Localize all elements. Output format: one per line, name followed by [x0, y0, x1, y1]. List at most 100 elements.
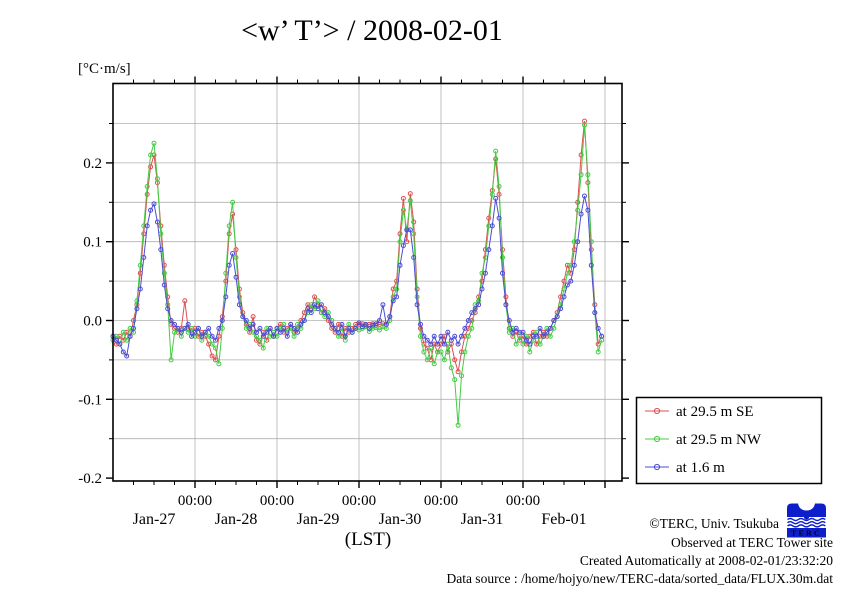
- y-tick-label: 0.1: [83, 235, 102, 251]
- data-point-marker: [206, 341, 212, 347]
- data-point-marker: [226, 223, 232, 229]
- series-line: [112, 195, 603, 358]
- data-point-marker: [394, 286, 400, 292]
- data-point-marker: [353, 325, 359, 331]
- data-point-marker: [301, 318, 307, 323]
- data-point-marker: [462, 333, 468, 339]
- data-point-marker: [435, 341, 441, 347]
- x-date-label: Jan-29: [297, 511, 340, 528]
- data-point-marker: [527, 341, 533, 347]
- data-point-marker: [578, 152, 584, 158]
- x-tick-label: 00:00: [506, 493, 540, 509]
- data-point-marker: [588, 262, 594, 268]
- data-point-marker: [459, 333, 464, 339]
- data-point-marker: [137, 286, 143, 292]
- footer-datasource: Data source : /home/hojyo/new/TERC-data/…: [446, 571, 833, 586]
- data-point-marker: [158, 247, 164, 253]
- data-point-marker: [414, 302, 420, 308]
- data-point-marker: [315, 306, 321, 312]
- data-point-marker: [445, 329, 451, 335]
- data-point-marker: [195, 325, 201, 331]
- data-point-marker: [127, 333, 133, 339]
- data-point-marker: [489, 223, 495, 229]
- data-point-marker: [428, 341, 434, 347]
- data-point-marker: [479, 270, 485, 276]
- data-point-marker: [250, 321, 256, 327]
- data-point-marker: [383, 321, 389, 327]
- data-point-marker: [513, 341, 519, 347]
- data-point-marker: [192, 329, 198, 335]
- data-point-marker: [264, 329, 270, 335]
- data-point-marker: [520, 329, 526, 335]
- data-point-marker: [144, 191, 150, 197]
- data-point-marker: [503, 302, 509, 308]
- data-point-marker: [394, 294, 400, 300]
- data-point-marker: [260, 333, 266, 339]
- data-point-marker: [520, 341, 526, 347]
- data-point-marker: [575, 239, 581, 245]
- data-point-marker: [493, 148, 499, 154]
- data-point-marker: [254, 329, 259, 335]
- data-point-marker: [506, 318, 512, 323]
- data-point-marker: [380, 302, 386, 308]
- data-point-marker: [209, 353, 215, 359]
- data-point-marker: [233, 274, 239, 280]
- chart-title: <w’ T’> / 2008-02-01: [241, 14, 503, 47]
- data-point-marker: [336, 329, 341, 335]
- data-point-marker: [189, 333, 195, 339]
- data-point-marker: [424, 337, 430, 343]
- data-point-marker: [213, 357, 218, 363]
- data-point-marker: [206, 325, 212, 331]
- data-point-marker: [230, 251, 236, 256]
- data-point-marker: [377, 327, 382, 333]
- data-point-marker: [411, 219, 417, 225]
- data-point-marker: [148, 164, 154, 170]
- series-blue-1-6m: [110, 193, 605, 359]
- data-point-marker: [438, 349, 444, 355]
- data-point-marker: [230, 199, 236, 205]
- data-point-marker: [243, 318, 249, 323]
- legend-entry-label: at 29.5 m NW: [676, 432, 762, 448]
- data-point-marker: [120, 349, 126, 355]
- data-point-marker: [452, 377, 458, 383]
- data-point-marker: [571, 239, 577, 245]
- data-point-marker: [397, 231, 403, 237]
- legend: at 29.5 m SE at 29.5 m NW at 1.6 m: [635, 396, 823, 485]
- data-point-marker: [397, 239, 403, 245]
- data-point-marker: [295, 329, 300, 335]
- data-point-marker: [144, 223, 150, 229]
- data-point-marker: [134, 306, 140, 312]
- data-point-marker: [257, 337, 263, 343]
- data-point-marker: [349, 329, 355, 335]
- data-point-marker: [411, 231, 417, 237]
- footer: ©TERC, Univ. Tsukuba Observed at TERC To…: [446, 516, 833, 586]
- data-point-marker: [148, 207, 154, 213]
- data-point-marker: [243, 325, 249, 331]
- data-point-marker: [295, 321, 300, 327]
- data-point-marker: [595, 349, 601, 355]
- data-point-marker: [400, 207, 406, 213]
- data-point-marker: [312, 302, 318, 308]
- data-point-marker: [476, 302, 482, 308]
- data-point-marker: [124, 353, 130, 359]
- data-point-marker: [240, 314, 246, 320]
- data-series: [110, 118, 605, 428]
- data-point-marker: [441, 357, 447, 363]
- data-point-marker: [144, 184, 150, 189]
- data-point-marker: [206, 333, 212, 339]
- data-point-marker: [455, 341, 461, 347]
- data-point-marker: [564, 282, 570, 288]
- x-tick-label: 00:00: [342, 493, 376, 509]
- data-point-marker: [151, 152, 157, 158]
- data-point-marker: [318, 310, 324, 316]
- data-point-marker: [537, 325, 543, 331]
- data-point-marker: [407, 191, 413, 197]
- logo-wave-2: [787, 521, 826, 525]
- x-tick-label: 00:00: [260, 493, 294, 509]
- data-point-marker: [424, 357, 430, 363]
- y-tick-label: 0.0: [83, 314, 102, 330]
- data-point-marker: [148, 152, 154, 158]
- data-point-marker: [469, 325, 475, 331]
